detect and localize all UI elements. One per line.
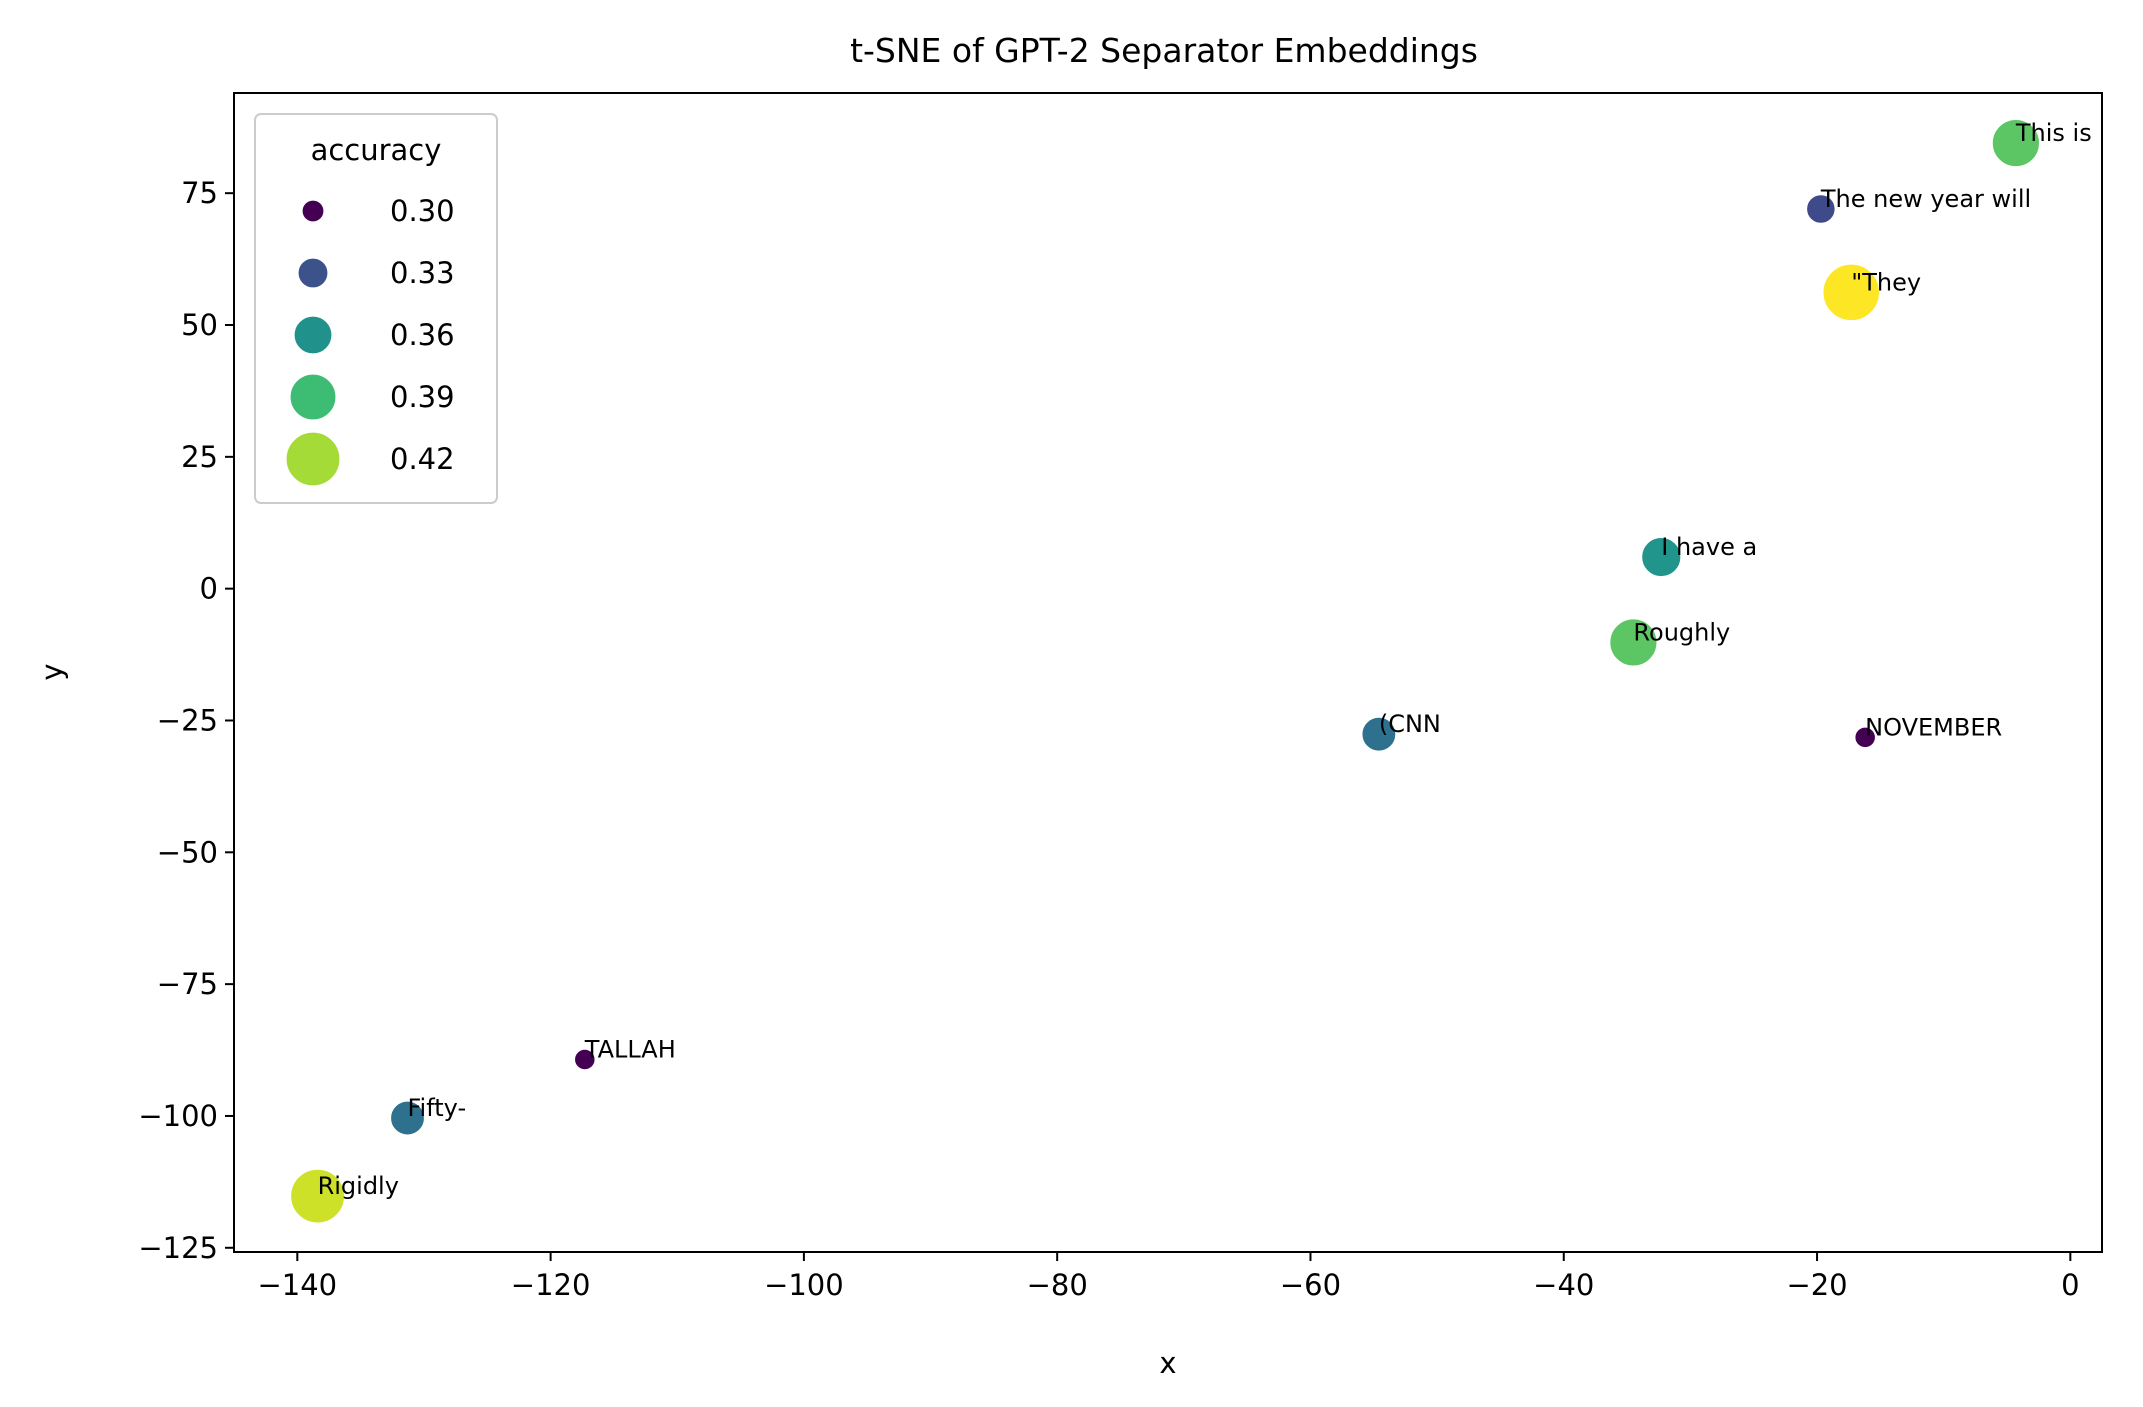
y-tick-label: −100 — [138, 1099, 218, 1133]
legend-label: 0.30 — [390, 194, 455, 228]
legend-label: 0.36 — [390, 318, 455, 352]
data-point — [1853, 726, 1877, 749]
x-tick-label: 0 — [2061, 1268, 2079, 1302]
legend-marker — [293, 315, 333, 355]
legend-title: accuracy — [311, 133, 442, 167]
point-label: NOVEMBER — [1865, 713, 2002, 741]
legend-label: 0.33 — [390, 256, 455, 290]
y-tick-label: −75 — [157, 967, 218, 1001]
legend-label: 0.42 — [390, 442, 455, 476]
point-label: Roughly — [1633, 618, 1730, 646]
point-label: "They — [1851, 268, 1921, 296]
data-point — [389, 1100, 426, 1136]
y-tick-label: 25 — [181, 440, 218, 474]
legend-marker — [285, 431, 341, 487]
point-label: Fifty- — [408, 1094, 467, 1122]
x-tick-label: −100 — [764, 1268, 844, 1302]
y-axis: 75 50 25 0 −25 −50 −75 −100 −125 — [138, 176, 234, 1265]
legend-marker — [289, 373, 337, 421]
x-tick-label: −80 — [1027, 1268, 1088, 1302]
y-tick-label: −125 — [138, 1231, 218, 1265]
data-point — [1608, 617, 1659, 668]
x-tick-label: −20 — [1786, 1268, 1847, 1302]
data-point — [1805, 193, 1837, 225]
x-tick-label: −120 — [511, 1268, 591, 1302]
point-label: The new year will — [1820, 185, 2031, 213]
legend-marker — [297, 257, 329, 289]
data-point — [1360, 716, 1397, 753]
plot-area: This is The new year will "They I have a Rou… — [289, 118, 2092, 1225]
point-label: I have a — [1661, 533, 1757, 561]
point-label: (CNN — [1379, 710, 1441, 738]
x-tick-label: −140 — [257, 1268, 337, 1302]
x-tick-label: −40 — [1533, 1268, 1594, 1302]
y-tick-label: −25 — [157, 703, 218, 737]
point-label: This is — [2015, 119, 2092, 147]
point-label: Rigidly — [318, 1172, 399, 1200]
data-point — [289, 1168, 346, 1225]
data-point — [1821, 263, 1881, 322]
data-point — [1991, 118, 2041, 168]
y-tick-label: 50 — [181, 308, 218, 342]
x-axis-label: x — [1159, 1346, 1176, 1380]
x-axis: −140 −120 −100 −80 −60 −40 −20 0 — [257, 1252, 2080, 1302]
y-tick-label: 0 — [200, 572, 218, 606]
legend-label: 0.39 — [390, 380, 455, 414]
y-tick-label: −50 — [157, 835, 218, 869]
legend-marker — [301, 199, 325, 223]
legend: accuracy 0.30 0.33 0.36 0.39 0.42 — [254, 113, 498, 504]
data-point — [573, 1048, 597, 1071]
point-label: TALLAH — [584, 1036, 676, 1064]
x-tick-label: −60 — [1280, 1268, 1341, 1302]
plot-frame — [233, 92, 2103, 1253]
data-point — [1640, 536, 1682, 578]
y-axis-label: y — [35, 663, 69, 680]
chart-title: t-SNE of GPT-2 Separator Embeddings — [850, 31, 1478, 70]
y-tick-label: 75 — [181, 176, 218, 210]
